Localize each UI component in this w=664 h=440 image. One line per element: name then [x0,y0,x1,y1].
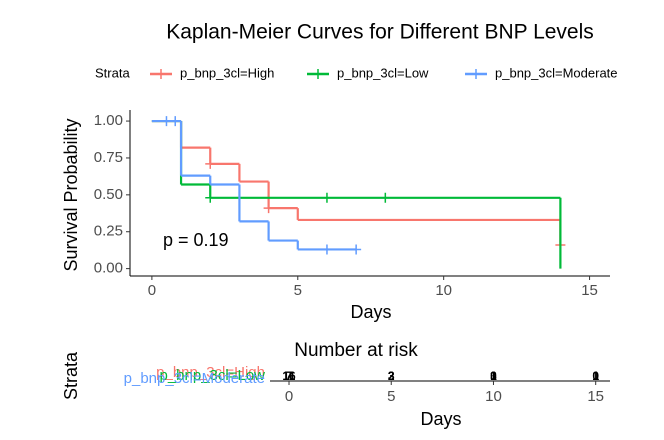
y-axis-label: Survival Probability [61,118,81,271]
risk-count: 1 [490,369,497,383]
risk-count: 1 [592,369,599,383]
risk-count: 3 [388,369,395,383]
risk-x-tick-label: 10 [485,388,502,405]
risk-x-tick-label: 15 [587,388,604,405]
risk-strata-label: p_bnp_3cl=Low [159,367,265,384]
risk-count: 3 [490,369,497,383]
risk-count: 2 [388,369,395,383]
y-tick-label: 0.00 [94,260,123,277]
censor-mark [161,116,172,127]
p-value: p = 0.19 [163,230,229,250]
censor-mark [263,203,274,214]
censor-mark [321,244,332,255]
censor-mark [205,192,216,203]
risk-count: 1 [592,369,599,383]
legend-label: p_bnp_3cl=Low [337,65,429,80]
y-tick-label: 0.75 [94,149,123,166]
risk-strata-label: p_bnp_3cl=Moderate [124,370,265,387]
risk-strata-label: p_bnp_3cl=High [156,364,265,381]
risk-x-tick-label: 0 [285,388,293,405]
risk-count: 7 [286,369,293,383]
x-axis-label: Days [350,302,391,322]
risk-count: 0 [592,369,599,383]
risk-title: Number at risk [294,340,418,361]
x-tick-label: 5 [294,282,302,299]
x-tick-label: 0 [148,282,156,299]
risk-x-tick-label: 5 [387,388,395,405]
risk-x-label: Days [420,409,461,429]
risk-count: 11 [283,369,296,383]
censor-mark [351,244,362,255]
risk-y-label: Strata [61,351,81,400]
legend-label: p_bnp_3cl=High [180,65,274,80]
y-tick-label: 0.50 [94,186,123,203]
risk-count: 3 [388,369,395,383]
censor-mark [205,158,216,169]
y-tick-label: 1.00 [94,112,123,129]
legend-label: p_bnp_3cl=Moderate [495,65,618,80]
censor-mark [321,192,332,203]
legend-title: Strata [95,65,130,80]
x-tick-label: 10 [435,282,452,299]
x-tick-label: 15 [581,282,598,299]
chart-title: Kaplan-Meier Curves for Different BNP Le… [166,21,594,44]
censor-mark [380,192,391,203]
risk-count: 0 [490,369,497,383]
censor-mark [170,116,181,127]
risk-count: 16 [282,369,296,383]
y-tick-label: 0.25 [94,223,123,240]
